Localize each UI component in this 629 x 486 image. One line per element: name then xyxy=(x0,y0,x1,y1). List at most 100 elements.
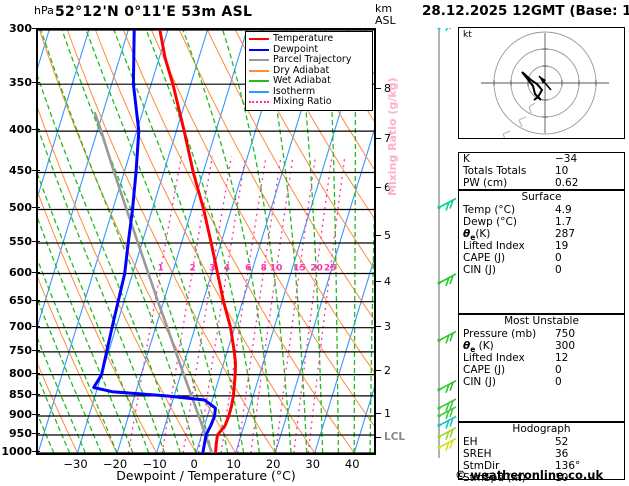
footer-credit: © weatheronline.co.uk xyxy=(455,468,604,482)
index-row: StmDir 136° xyxy=(459,460,624,472)
pressure-tick-label: 600 xyxy=(9,265,32,279)
index-row: θe (K) 300 xyxy=(459,340,624,354)
temperature-tick-label: 30 xyxy=(305,457,321,471)
height-tick-label: 3 xyxy=(384,320,391,334)
legend-label: Dewpoint xyxy=(273,43,319,55)
pressure-tick-label: 500 xyxy=(9,201,32,215)
pressure-tick-mark xyxy=(32,393,40,395)
temperature-tick-label: 20 xyxy=(265,457,281,471)
legend-item: Wet Adiabat xyxy=(249,76,369,87)
pressure-tick-mark xyxy=(32,372,40,374)
index-key: CAPE (J) xyxy=(463,252,506,264)
mixing-ratio-labels: 1 2 3 4 6 8 10 15 20 25 xyxy=(157,264,336,274)
height-tick-mark xyxy=(374,88,381,90)
pressure-tick-label: 300 xyxy=(9,22,32,35)
legend-swatch xyxy=(249,101,269,104)
index-value: 0 xyxy=(555,376,562,388)
height-tick-mark xyxy=(374,234,381,236)
index-row: CIN (J) 0 xyxy=(459,264,624,276)
index-value: 19 xyxy=(555,240,569,252)
temperature-tick-label: −20 xyxy=(102,457,128,471)
wind-barb xyxy=(437,406,457,420)
pressure-tick-mark xyxy=(32,129,40,131)
height-tick-label: 5 xyxy=(384,228,391,242)
index-value: 0 xyxy=(555,252,562,264)
index-row: EH 52 xyxy=(459,436,624,448)
hodograph: kt xyxy=(458,27,625,142)
index-row: Lifted Index 12 xyxy=(459,352,624,364)
x-axis-title: Dewpoint / Temperature (°C) xyxy=(116,468,296,483)
pressure-tick-label: 800 xyxy=(9,366,32,380)
index-key: K xyxy=(463,153,470,165)
index-value: 0 xyxy=(555,264,562,276)
height-unit-line1: km xyxy=(375,2,393,15)
legend-item: Dewpoint xyxy=(249,43,369,56)
legend-swatch xyxy=(249,38,269,41)
height-tick-label: 7 xyxy=(384,132,391,146)
wind-barb xyxy=(437,426,457,440)
dewpoint-line xyxy=(92,30,217,453)
index-key: Pressure (mb) xyxy=(463,328,537,340)
pressure-tick-label: 350 xyxy=(9,76,32,90)
station-title: 52°12'N 0°11'E 53m ASL xyxy=(55,4,253,20)
surface-section-title: Surface xyxy=(521,191,562,203)
pressure-tick-mark xyxy=(32,207,40,209)
height-tick-label: 1 xyxy=(384,407,391,421)
legend-swatch xyxy=(249,69,269,72)
temperature-line xyxy=(158,30,237,453)
pressure-tick-label: 650 xyxy=(9,293,32,307)
index-value: 36 xyxy=(555,448,569,460)
temperature-path xyxy=(158,30,237,453)
pressure-tick-mark xyxy=(32,432,40,434)
pressure-tick-mark xyxy=(32,299,40,301)
temperature-tick-label: 0 xyxy=(190,457,198,471)
height-tick-mark xyxy=(374,370,381,372)
isobar-lines xyxy=(38,30,374,453)
pressure-tick-mark xyxy=(32,82,40,84)
pressure-tick-mark xyxy=(32,325,40,327)
index-key: CAPE (J) xyxy=(463,364,506,376)
pressure-tick-mark xyxy=(32,271,40,273)
wind-barb xyxy=(437,273,457,287)
index-key: θe(K) xyxy=(463,228,491,243)
legend-label: Temperature xyxy=(273,33,334,45)
hodograph-plot xyxy=(481,31,609,142)
hodograph-section-title: Hodograph xyxy=(512,423,571,435)
index-value: 750 xyxy=(555,328,576,340)
height-tick-label: 8 xyxy=(384,82,391,96)
legend-swatch xyxy=(249,80,269,83)
index-value: 0 xyxy=(555,364,562,376)
height-tick-mark xyxy=(374,413,381,415)
mixing-ratio-label: 6 xyxy=(245,264,251,274)
dewpoint-path xyxy=(92,30,217,453)
height-tick-mark xyxy=(374,326,381,328)
wind-barb xyxy=(437,379,457,393)
hodograph-unit-label: kt xyxy=(463,30,472,40)
pressure-tick-label: 950 xyxy=(9,426,32,440)
pressure-tick-label: 900 xyxy=(9,407,32,421)
index-key: Lifted Index xyxy=(463,352,525,364)
legend-item: Parcel Trajectory xyxy=(249,55,369,66)
most-unstable-section-title: Most Unstable xyxy=(504,315,579,327)
chart-legend: Temperature Dewpoint Parcel Trajectory Dry … xyxy=(245,31,373,111)
index-key: Dewp (°C) xyxy=(463,216,517,228)
pressure-tick-mark xyxy=(32,451,40,452)
index-row: StmSpd (kt) 10 xyxy=(459,472,624,484)
index-value: 0.62 xyxy=(555,177,579,189)
index-row: K −34 xyxy=(459,153,624,165)
index-row: CAPE (J) 0 xyxy=(459,252,624,264)
index-key: PW (cm) xyxy=(463,177,508,189)
mixing-ratio-label: 8 xyxy=(261,264,267,274)
wind-barb-column xyxy=(437,28,457,458)
lcl-label: LCL xyxy=(384,430,406,443)
pressure-tick-label: 750 xyxy=(9,343,32,357)
legend-item: Isotherm xyxy=(249,86,369,98)
mixing-ratio-axis-title: Mixing Ratio (g/kg) xyxy=(386,77,399,196)
index-key: EH xyxy=(463,436,478,448)
index-value: 10 xyxy=(555,472,569,484)
pressure-unit-label: hPa xyxy=(34,4,54,17)
index-value: 1.7 xyxy=(555,216,572,228)
hodograph-indices-panel: Hodograph EH 52 SREH 36 StmDir 136° StmSpd (kt… xyxy=(458,422,625,484)
index-row: PW (cm) 0.62 xyxy=(459,177,624,189)
mixing-ratio-label: 20 xyxy=(310,264,323,274)
